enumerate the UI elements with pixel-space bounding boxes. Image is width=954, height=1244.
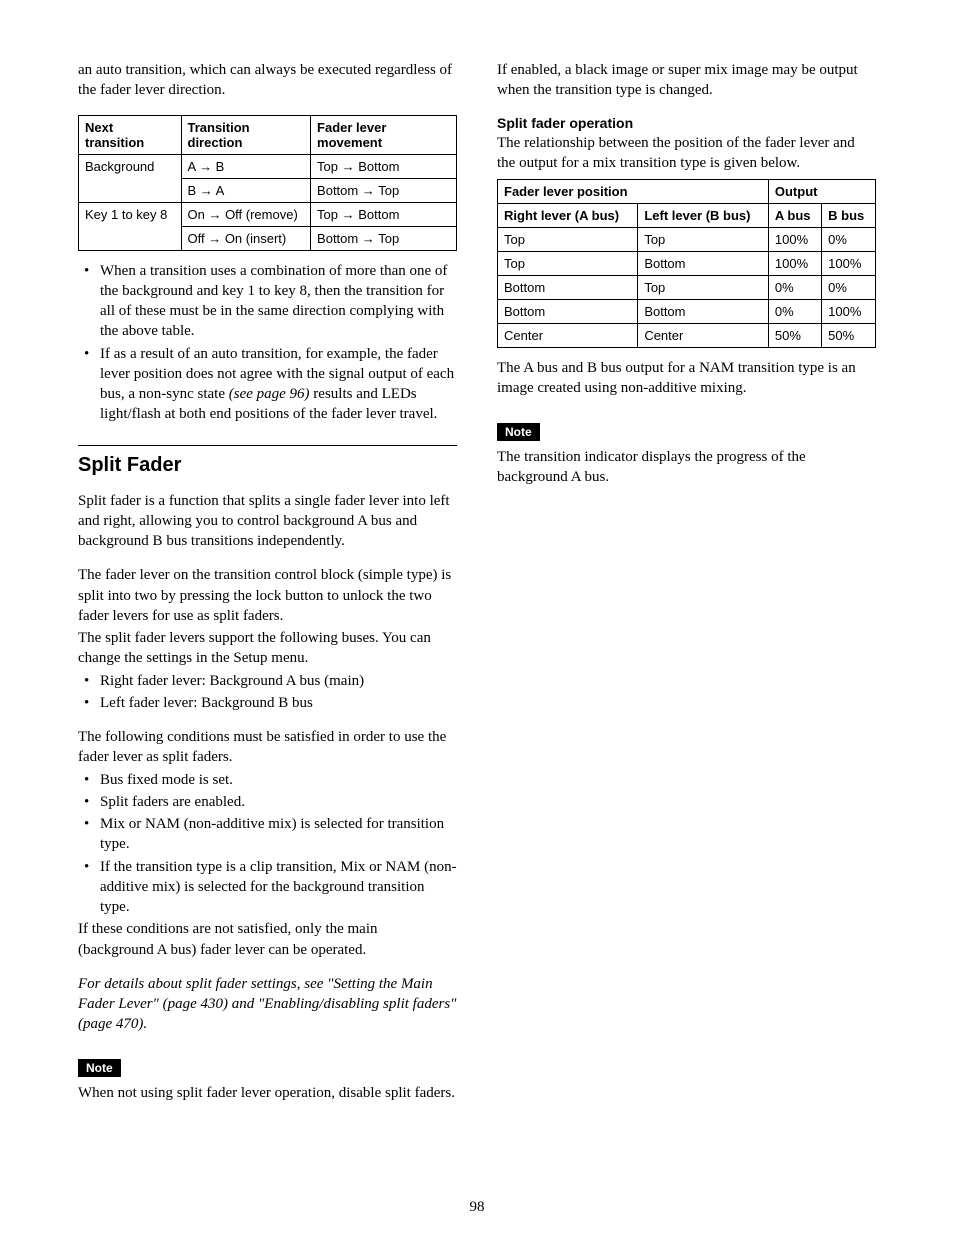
list-item: Split faders are enabled. [90,792,457,812]
subhead-split-fader-operation: Split fader operation [497,115,876,131]
body-paragraph: The A bus and B bus output for a NAM tra… [497,358,876,399]
table-row: Center Center 50% 50% [498,324,876,348]
table-row: Top Top 100% 0% [498,228,876,252]
table-row: Top Bottom 100% 100% [498,252,876,276]
section-title-split-fader: Split Fader [78,454,457,477]
list-item: If as a result of an auto transition, fo… [90,344,457,425]
th-fader-position: Fader lever position [498,180,769,204]
left-column: an auto transition, which can always be … [78,60,457,1117]
list-item: Mix or NAM (non-additive mix) is selecte… [90,814,457,855]
body-paragraph: The following conditions must be satisfi… [78,727,457,768]
table-row: Key 1 to key 8 On → Off (remove) Top → B… [79,202,457,226]
th-transition-direction: Transition direction [181,115,311,154]
note-badge: Note [78,1059,121,1077]
th-a-bus: A bus [768,204,821,228]
th-fader-movement: Fader lever movement [311,115,457,154]
table-row: Background A → B Top → Bottom [79,154,457,178]
transition-table: Next transition Transition direction Fad… [78,115,457,251]
body-paragraph: Split fader is a function that splits a … [78,491,457,552]
th-b-bus: B bus [822,204,876,228]
body-paragraph: The fader lever on the transition contro… [78,565,457,626]
note-paragraph: When not using split fader lever operati… [78,1083,457,1103]
page-number: 98 [0,1199,954,1216]
th-left-lever: Left lever (B bus) [638,204,769,228]
th-next-transition: Next transition [79,115,182,154]
bullets-b: Right fader lever: Background A bus (mai… [78,671,457,714]
body-paragraph: If enabled, a black image or super mix i… [497,60,876,101]
right-column: If enabled, a black image or super mix i… [497,60,876,1117]
list-item: If the transition type is a clip transit… [90,857,457,918]
body-paragraph: If these conditions are not satisfied, o… [78,919,457,960]
table-row: Bottom Top 0% 0% [498,276,876,300]
th-right-lever: Right lever (A bus) [498,204,638,228]
list-item: Bus fixed mode is set. [90,770,457,790]
bullets-c: Bus fixed mode is set. Split faders are … [78,770,457,918]
list-item: Left fader lever: Background B bus [90,693,457,713]
list-item: When a transition uses a combination of … [90,261,457,342]
note-badge: Note [497,423,540,441]
note-paragraph: The transition indicator displays the pr… [497,447,876,488]
fader-output-table: Fader lever position Output Right lever … [497,179,876,348]
bullets-a: When a transition uses a combination of … [78,261,457,425]
table-row: Bottom Bottom 0% 100% [498,300,876,324]
section-rule [78,445,457,446]
cross-reference: For details about split fader settings, … [78,974,457,1035]
intro-paragraph: an auto transition, which can always be … [78,60,457,101]
list-item: Right fader lever: Background A bus (mai… [90,671,457,691]
th-output: Output [768,180,875,204]
body-paragraph: The split fader levers support the follo… [78,628,457,669]
body-paragraph: The relationship between the position of… [497,133,876,174]
